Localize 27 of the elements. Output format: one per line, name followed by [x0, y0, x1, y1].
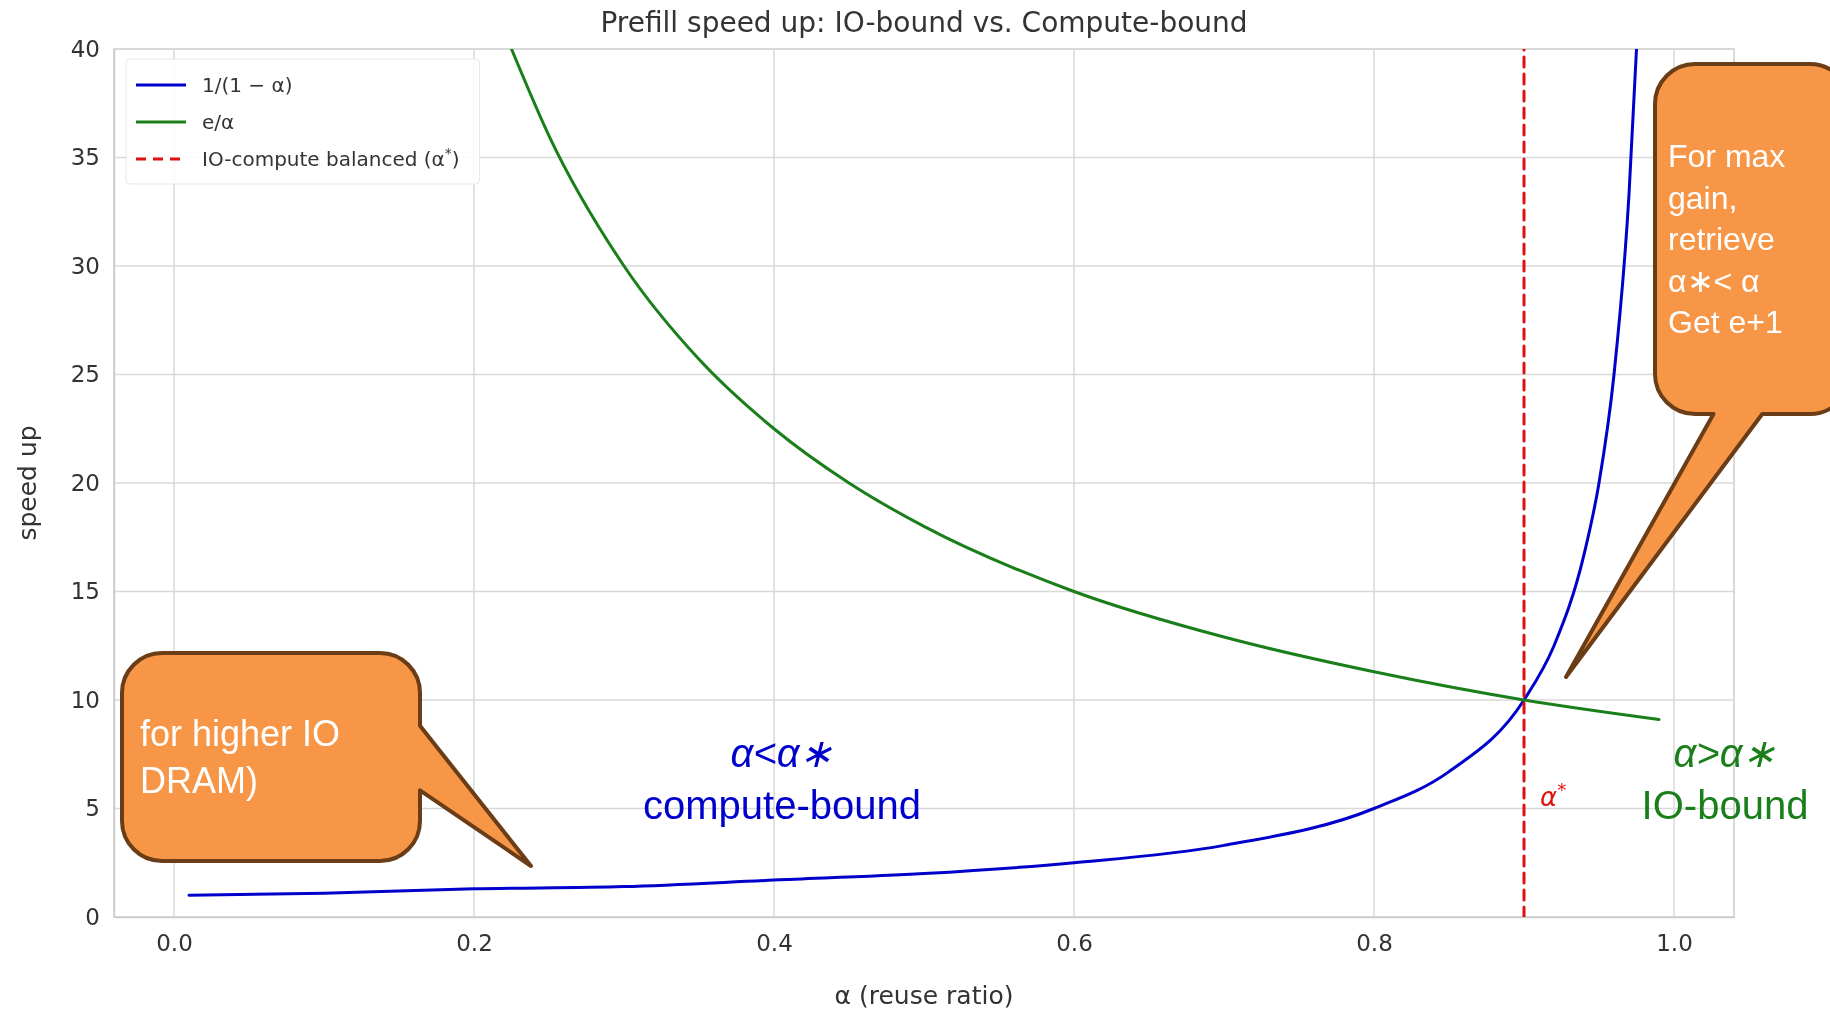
y-tick-label: 25	[70, 361, 100, 388]
y-tick-label: 15	[70, 578, 100, 605]
y-tick-label: 0	[85, 903, 100, 930]
y-tick-label: 10	[70, 686, 100, 713]
y-tick-label: 30	[70, 252, 100, 279]
x-tick-label: 0.8	[1356, 930, 1393, 957]
y-tick-label: 20	[70, 469, 100, 496]
x-tick-label: 0.0	[156, 930, 193, 957]
x-tick-label: 1.0	[1656, 930, 1693, 957]
x-axis-title: α (reuse ratio)	[834, 981, 1014, 1010]
x-tick-label: 0.2	[456, 930, 493, 957]
annotation: α<α∗ compute-bound	[643, 731, 921, 827]
annotation: α$^{*}$	[1540, 778, 1567, 812]
y-tick-label: 40	[70, 35, 100, 62]
annotation: for higher IO DRAM)	[140, 713, 341, 801]
legend-label: IO-compute balanced (α$^{*}$)	[202, 145, 460, 171]
legend-label: 1/(1 − α)	[202, 73, 293, 97]
y-tick-label: 35	[70, 144, 100, 171]
annotation: For max gain, retrieve α∗< α Get e+1	[1668, 138, 1786, 341]
y-axis-title: speed up	[13, 425, 42, 541]
line-series	[510, 49, 1661, 722]
y-tick-label: 5	[85, 795, 100, 822]
chart-title: Prefill speed up: IO-bound vs. Compute-bound	[600, 6, 1248, 39]
annotation: α>α∗ IO-bound	[1641, 731, 1809, 827]
x-tick-label: 0.6	[1056, 930, 1093, 957]
legend-label: e/α	[202, 110, 235, 134]
x-tick-label: 0.4	[756, 930, 793, 957]
